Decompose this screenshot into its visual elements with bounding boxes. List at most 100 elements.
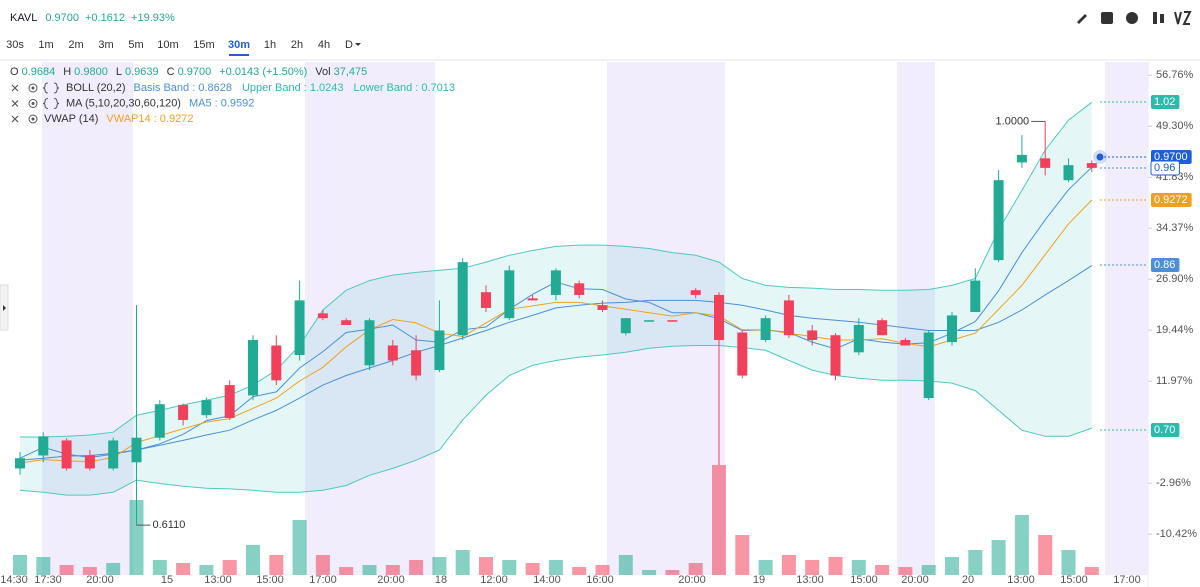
- price-tag-label: 0.70: [1154, 424, 1175, 436]
- volume-bar: [13, 555, 27, 575]
- timeframe-button[interactable]: 3m: [98, 39, 113, 51]
- volume-bar: [758, 560, 773, 575]
- candle-body: [527, 298, 538, 301]
- indicator-name: VWAP (14): [44, 113, 98, 125]
- volume-bar: [176, 563, 191, 575]
- volume-bar: [409, 560, 424, 575]
- x-tick-label: 19: [753, 574, 765, 586]
- candle-body: [154, 404, 165, 438]
- volume-bar: [36, 557, 51, 575]
- basis-line: [19, 265, 1093, 461]
- vol-label: Vol: [315, 66, 330, 78]
- eye-pupil: [31, 117, 35, 121]
- upper-line: [20, 101, 1093, 438]
- volume-bar: [315, 555, 330, 575]
- price-tag: [1151, 423, 1180, 437]
- candle-body: [760, 318, 771, 341]
- timeframe-button[interactable]: 5m: [128, 39, 143, 51]
- volume-bar: [106, 563, 121, 575]
- price-tag: [1151, 95, 1180, 109]
- timeframe-button[interactable]: 30m: [228, 39, 250, 51]
- timeframe-button[interactable]: D: [345, 39, 353, 51]
- candle-body: [574, 283, 585, 295]
- candle-body: [504, 270, 515, 319]
- candle-body: [271, 345, 282, 381]
- candle-body: [783, 300, 794, 336]
- volume-bar: [828, 557, 843, 575]
- candle-body: [900, 340, 911, 346]
- x-tick-label: 17:00: [1113, 574, 1141, 586]
- dropdown-caret: [355, 43, 361, 46]
- timeframe-button[interactable]: 2h: [291, 39, 303, 51]
- vs-icon[interactable]: [1174, 11, 1192, 25]
- candle-body: [807, 330, 818, 341]
- indicator-name: BOLL (20,2): [66, 82, 126, 94]
- candle-body: [457, 262, 468, 336]
- close-icon[interactable]: [11, 100, 19, 107]
- volume-bar: [712, 465, 726, 575]
- timeframe-button[interactable]: 4h: [318, 39, 330, 51]
- volume-bar: [269, 555, 284, 575]
- candle-body: [38, 436, 49, 456]
- settings-icon[interactable]: [42, 98, 60, 109]
- candle-body: [714, 294, 724, 341]
- timeframe-button[interactable]: 1h: [264, 39, 276, 51]
- min-annotation: 0.6110: [153, 519, 186, 531]
- session-shade: [42, 62, 133, 575]
- candle-icon[interactable]: [1160, 14, 1164, 23]
- candle-body: [178, 404, 189, 420]
- indicator-value: Upper Band : 1.0243: [242, 82, 344, 94]
- candle-body: [853, 324, 864, 353]
- candle-body: [481, 292, 491, 308]
- candle-body: [61, 440, 72, 469]
- max-annotation: 1.0000: [996, 115, 1030, 127]
- eye-icon[interactable]: [28, 99, 38, 108]
- volume-bar: [665, 570, 680, 575]
- side-tab-arrow: [3, 305, 6, 311]
- eye-icon[interactable]: [28, 83, 38, 93]
- chart-icon[interactable]: [1101, 12, 1113, 24]
- y-tick-label: 26.90%: [1156, 273, 1194, 285]
- eye-icon[interactable]: [28, 114, 38, 124]
- candle-body: [830, 335, 841, 376]
- timeframe-button[interactable]: 30s: [6, 39, 24, 51]
- candle-body: [644, 320, 655, 322]
- volume-bar: [479, 557, 493, 575]
- timeframe-button[interactable]: 2m: [68, 39, 83, 51]
- settings-icon[interactable]: [42, 82, 60, 94]
- indicator-value: MA5 : 0.9592: [189, 97, 254, 109]
- timeframe-button[interactable]: 15m: [193, 39, 214, 51]
- x-tick-label: 14:00: [533, 574, 561, 586]
- candle-body: [131, 437, 142, 463]
- timeframe-button[interactable]: 10m: [157, 39, 178, 51]
- x-tick-label: 15: [161, 574, 173, 586]
- alert-icon[interactable]: [1126, 12, 1138, 24]
- x-tick-label: 20: [962, 574, 974, 586]
- candle-body: [108, 440, 119, 469]
- volume-bar: [362, 565, 377, 575]
- candle-body: [947, 315, 957, 343]
- volume-bar: [199, 565, 214, 575]
- candle-icon[interactable]: [1153, 12, 1157, 24]
- volume-bar: [1038, 535, 1053, 575]
- session-shade: [1105, 62, 1148, 575]
- toolbar-icons[interactable]: [1077, 11, 1192, 25]
- close-icon[interactable]: [11, 84, 19, 92]
- x-tick-label: 17:30: [34, 574, 62, 586]
- x-tick-label: 20:00: [901, 574, 929, 586]
- pencil-icon[interactable]: [1077, 14, 1087, 24]
- candle-body: [201, 400, 212, 416]
- volume-bar: [59, 565, 74, 575]
- close-icon[interactable]: [11, 115, 19, 123]
- eye-pupil: [31, 102, 35, 105]
- ohlc-value: 0.9800: [74, 66, 108, 78]
- price-tag-label: 0.86: [1154, 259, 1175, 271]
- timeframe-button[interactable]: 1m: [38, 39, 53, 51]
- ohlc-label: C: [167, 66, 175, 78]
- session-shade: [897, 62, 935, 575]
- price-tag-label: 0.9272: [1154, 194, 1188, 206]
- y-tick-label: 11.97%: [1156, 375, 1193, 387]
- volume-bar: [339, 567, 354, 575]
- x-tick-label: 16:00: [586, 574, 614, 586]
- volume-bar: [968, 550, 983, 575]
